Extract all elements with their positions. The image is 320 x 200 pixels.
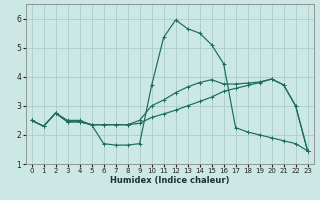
X-axis label: Humidex (Indice chaleur): Humidex (Indice chaleur): [110, 176, 229, 185]
